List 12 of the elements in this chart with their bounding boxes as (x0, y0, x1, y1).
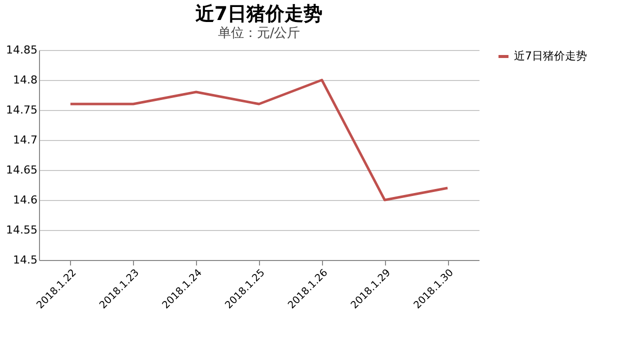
y-tick-label: 14.6 (13, 194, 38, 206)
y-tick-label: 14.55 (6, 224, 38, 236)
line-series (69, 78, 449, 202)
y-tick-label: 14.75 (6, 104, 38, 116)
y-tick-label: 14.7 (13, 134, 38, 146)
y-tick-label: 14.8 (13, 74, 38, 86)
legend-label: 近7日猪价走势 (514, 50, 587, 62)
y-tick-label: 14.65 (6, 164, 38, 176)
chart-title: 近7日猪价走势 (194, 3, 323, 25)
y-tick-label: 14.85 (6, 44, 38, 56)
text: 单位：元/公斤 (218, 26, 300, 41)
y-tick-label: 14.5 (13, 254, 38, 266)
